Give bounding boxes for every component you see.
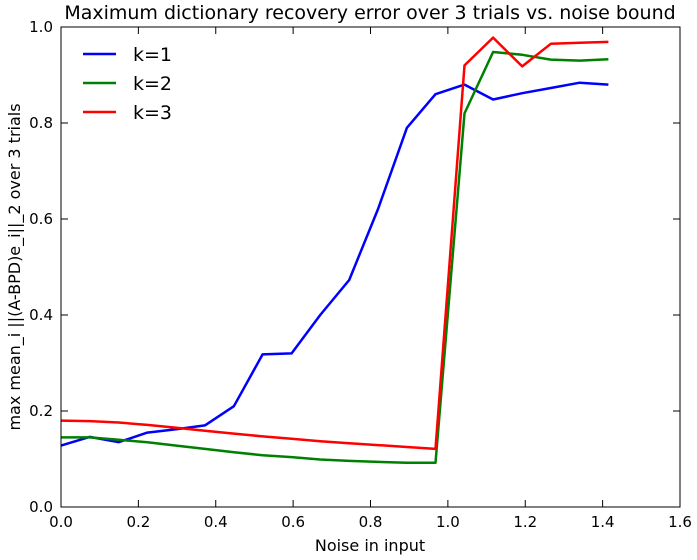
x-tick-label: 1.0: [436, 513, 460, 531]
y-tick-label: 1.0: [29, 18, 53, 36]
plot-area: [60, 36, 609, 465]
legend-label-3: k=3: [133, 102, 172, 124]
chart-title: Maximum dictionary recovery error over 3…: [64, 2, 675, 24]
axis-ticks: 0.0 0.2 0.4 0.6 0.8 1.0 1.2 1.4 1.6 0.0 0.2 0.4 0.6 0…: [29, 18, 692, 531]
x-tick-label: 0.0: [49, 513, 73, 531]
x-tick-label: 1.6: [668, 513, 692, 531]
plot-frame: [60, 26, 681, 508]
x-tick-label: 0.6: [281, 513, 305, 531]
y-tick-label: 0.0: [29, 498, 53, 516]
legend: k=1 k=2 k=3: [83, 44, 172, 124]
series-line-2: [61, 50, 609, 465]
x-tick-label: 1.2: [513, 513, 537, 531]
y-tick-label: 0.6: [29, 210, 53, 228]
legend-label-1: k=1: [133, 44, 172, 66]
legend-label-2: k=2: [133, 73, 172, 95]
y-axis-label: max mean_i ||(A-BPD)e_i||_2 over 3 trial…: [5, 103, 25, 430]
y-tick-label: 0.4: [29, 306, 53, 324]
series-line-3: [60, 36, 609, 451]
series-line-1: [60, 81, 609, 447]
x-tick-label: 0.4: [204, 513, 228, 531]
x-tick-label: 0.8: [359, 513, 383, 531]
y-tick-label: 0.8: [29, 114, 53, 132]
x-tick-label: 1.4: [591, 513, 615, 531]
x-axis-label: Noise in input: [315, 536, 425, 555]
y-tick-label: 0.2: [29, 402, 53, 420]
x-tick-label: 0.2: [126, 513, 150, 531]
